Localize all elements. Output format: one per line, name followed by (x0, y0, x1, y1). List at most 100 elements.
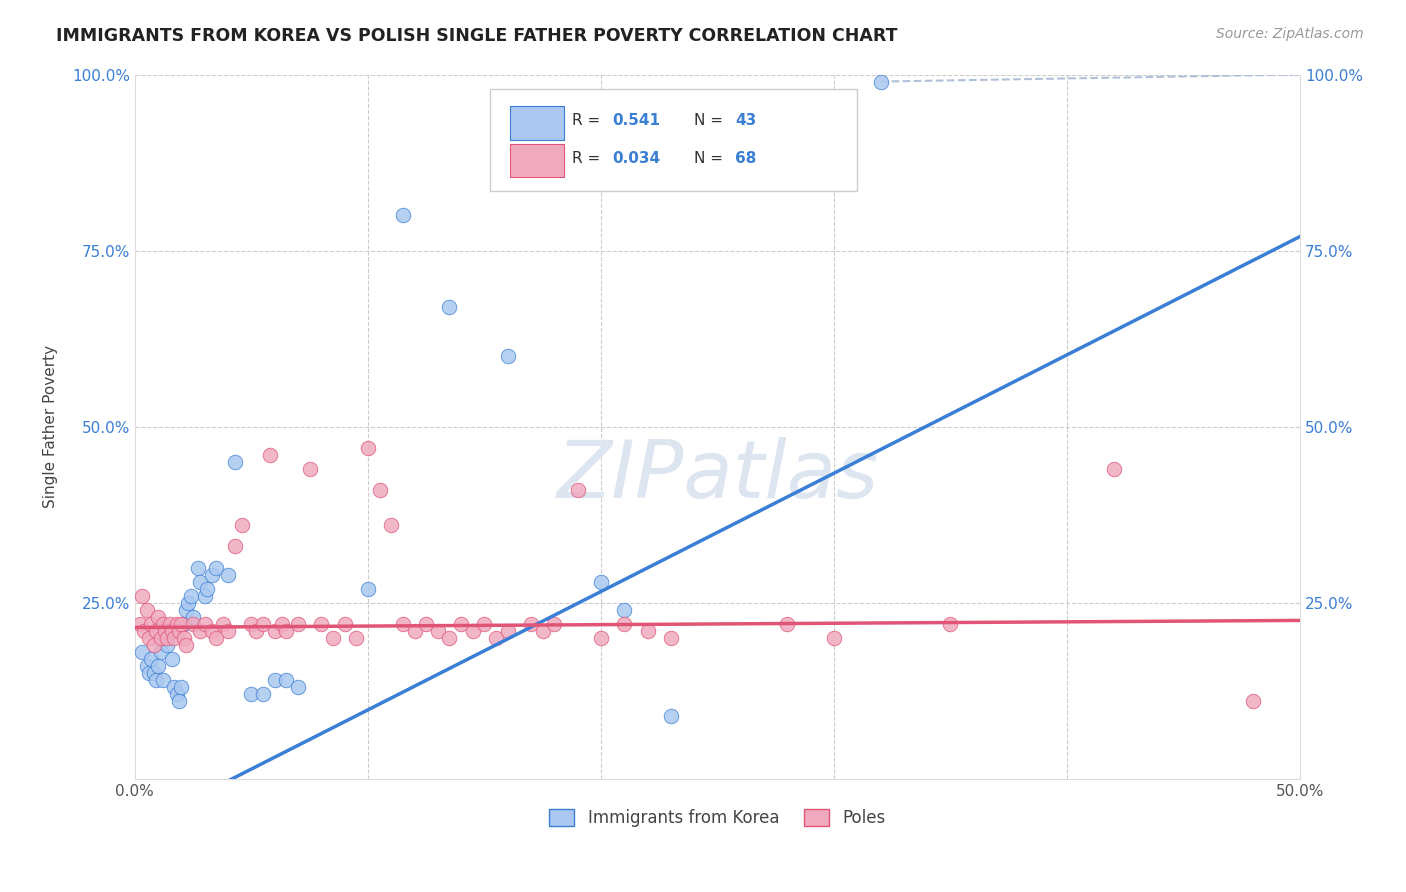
Point (188, 624, 211, 638)
Point (322, 631, 344, 645)
Legend: Immigrants from Korea, Poles: Immigrants from Korea, Poles (543, 803, 893, 834)
Text: 0.034: 0.034 (613, 151, 661, 166)
Point (589, 574, 612, 589)
Point (142, 638, 165, 652)
Point (392, 616, 415, 631)
Point (224, 455, 246, 469)
Point (195, 582, 218, 596)
Point (659, 631, 682, 645)
Point (135, 659, 157, 673)
Point (131, 645, 153, 659)
Point (135, 603, 157, 617)
Point (141, 652, 163, 666)
Point (153, 631, 176, 645)
Point (152, 673, 174, 688)
FancyBboxPatch shape (510, 144, 564, 178)
Point (163, 631, 186, 645)
Text: ZIPatlas: ZIPatlas (557, 437, 879, 515)
Point (180, 589, 202, 603)
Point (181, 616, 204, 631)
Point (461, 624, 484, 638)
Point (145, 673, 167, 688)
Point (187, 560, 209, 574)
Text: 68: 68 (735, 151, 756, 166)
Text: N =: N = (695, 151, 728, 166)
Point (141, 616, 163, 631)
Point (287, 616, 309, 631)
Point (823, 631, 845, 645)
Point (613, 616, 636, 631)
Point (439, 300, 461, 314)
Point (177, 596, 200, 610)
Point (485, 631, 508, 645)
Point (188, 574, 211, 589)
Point (252, 687, 274, 701)
Point (217, 567, 239, 582)
Point (415, 616, 437, 631)
Point (450, 616, 472, 631)
Point (531, 624, 554, 638)
Text: 0.541: 0.541 (613, 112, 661, 128)
Point (153, 624, 176, 638)
Point (259, 448, 281, 462)
Point (613, 603, 636, 617)
Point (201, 624, 224, 638)
Point (357, 441, 380, 455)
Point (474, 616, 496, 631)
Point (567, 483, 589, 497)
Point (344, 631, 367, 645)
Point (194, 616, 217, 631)
Point (1241, 694, 1264, 708)
Text: N =: N = (695, 112, 728, 128)
Point (543, 616, 565, 631)
Point (368, 483, 391, 497)
Point (159, 616, 181, 631)
Point (138, 666, 160, 681)
FancyBboxPatch shape (510, 106, 564, 140)
Text: Source: ZipAtlas.com: Source: ZipAtlas.com (1216, 27, 1364, 41)
Point (131, 589, 153, 603)
Point (298, 462, 321, 476)
Text: R =: R = (572, 112, 605, 128)
Point (159, 624, 181, 638)
Point (156, 631, 179, 645)
Point (205, 560, 228, 574)
Point (138, 631, 160, 645)
Point (496, 349, 519, 363)
Point (170, 681, 193, 695)
Point (240, 687, 263, 701)
Point (160, 652, 183, 666)
Point (194, 589, 217, 603)
Point (276, 624, 298, 638)
Point (333, 616, 356, 631)
Point (166, 687, 188, 701)
FancyBboxPatch shape (491, 88, 858, 191)
Point (217, 624, 239, 638)
Point (439, 631, 461, 645)
Point (173, 631, 195, 645)
Point (166, 616, 188, 631)
Point (287, 681, 309, 695)
Point (520, 616, 543, 631)
Point (231, 518, 253, 533)
Point (201, 567, 224, 582)
Point (205, 631, 228, 645)
Point (392, 208, 415, 222)
Text: IMMIGRANTS FROM KOREA VS POLISH SINGLE FATHER POVERTY CORRELATION CHART: IMMIGRANTS FROM KOREA VS POLISH SINGLE F… (56, 27, 898, 45)
Point (263, 673, 285, 688)
Point (149, 645, 172, 659)
Point (270, 616, 292, 631)
Point (776, 616, 799, 631)
Point (145, 624, 167, 638)
Point (174, 603, 197, 617)
Point (134, 624, 156, 638)
Point (245, 624, 267, 638)
Point (589, 631, 612, 645)
Point (181, 610, 204, 624)
Point (357, 582, 380, 596)
Point (311, 616, 333, 631)
Point (263, 624, 285, 638)
Point (173, 616, 195, 631)
Point (276, 673, 298, 688)
Point (149, 631, 172, 645)
